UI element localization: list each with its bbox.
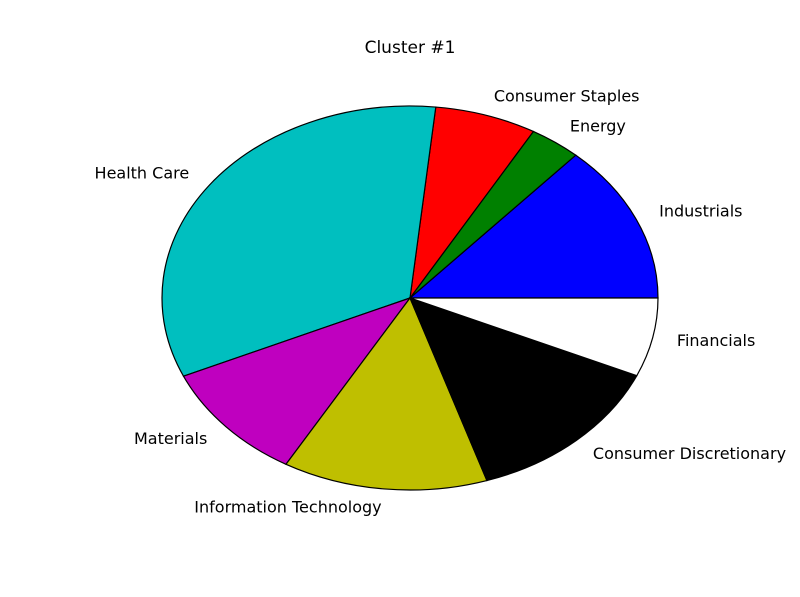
pie-label-health-care: Health Care (95, 163, 190, 182)
pie-slice-information-technology (285, 296, 488, 491)
pie-label-information-technology: Information Technology (194, 498, 381, 517)
pie-label-consumer-staples: Consumer Staples (494, 87, 640, 106)
pie-label-energy: Energy (570, 116, 626, 135)
pie-slices (161, 105, 659, 491)
pie-label-financials: Financials (677, 331, 755, 350)
pie-slice-consumer-discretionary (408, 296, 638, 482)
pie-slice-materials (182, 296, 412, 466)
pie-label-consumer-discretionary: Consumer Discretionary (593, 444, 786, 463)
pie-label-industrials: Industrials (659, 201, 742, 220)
chart-title: Cluster #1 (365, 38, 456, 58)
pie-slice-industrials (408, 154, 659, 299)
pie-label-materials: Materials (134, 429, 207, 448)
pie-slice-financials (409, 297, 659, 377)
pie-labels: Industrials Energy Consumer Staples Health … (95, 87, 787, 517)
pie-slice-health-care (161, 105, 437, 377)
